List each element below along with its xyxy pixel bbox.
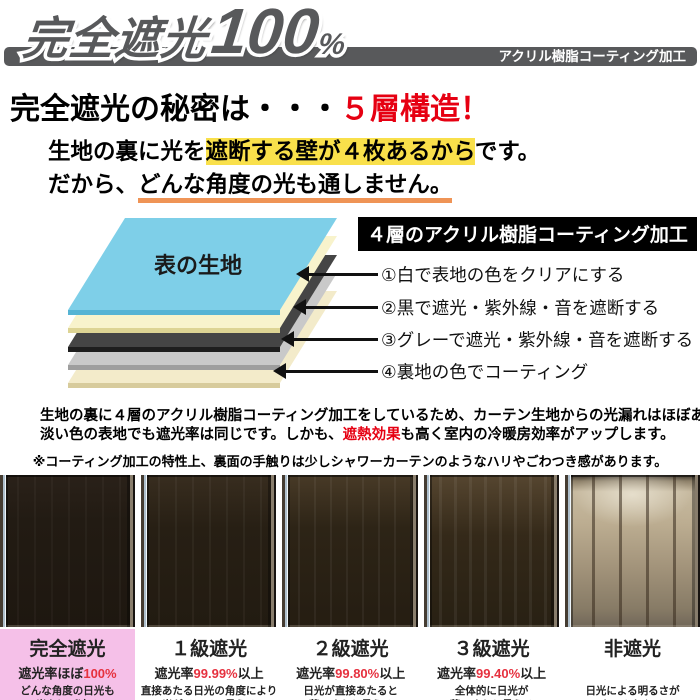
body-paragraph: 生地の裏に４層のアクリル樹脂コーティング加工をしているため、カーテン生地からの光…: [0, 401, 700, 445]
left-arrow-icon: [273, 363, 286, 380]
banner-title-main: 完全遮光 完全遮光: [17, 9, 213, 67]
connector-line: [309, 272, 378, 276]
coating-process-label: アクリル樹脂コーティング加工: [498, 49, 686, 64]
label-column-grade2: ２級遮光 遮光率99.80%以上 日光が直接あたると薄っすらと見える: [283, 629, 418, 700]
secret-heading-black: 完全遮光の秘密は・・・: [10, 93, 340, 126]
coating-item-3: ③グレーで遮光・紫外線・音を遮断する: [281, 328, 693, 350]
column-description: 全体的に日光が薄っすらと見える: [450, 685, 534, 700]
paragraph-line-2: 淡い色の表地でも遮光率は同じです。しかも、遮熱効果も高く室内の冷暖房効率がアップ…: [40, 427, 675, 444]
banner-title-percent: % %: [313, 24, 350, 64]
label-column-complete-blackout: 完全遮光 遮光率ほぼ100% どんな角度の日光も光をほぼ遮る: [0, 629, 135, 700]
column-description: 直接あたる日光の角度により光がチラチラ見える: [140, 685, 278, 700]
left-arrow-icon: [281, 331, 294, 348]
label-column-grade1: １級遮光 遮光率99.99%以上 直接あたる日光の角度により光がチラチラ見える: [141, 629, 277, 700]
label-column-grade3: ３級遮光 遮光率99.40%以上 全体的に日光が薄っすらと見える: [424, 629, 559, 700]
coating-item-4: ④裏地の色でコーティング: [273, 360, 588, 382]
label-column-non-blackout: 非遮光 日光による明るさがたっぷり入る: [565, 629, 700, 700]
column-title: ２級遮光: [312, 639, 389, 661]
note-text: ※コーティング加工の特性上、裏面の手触りは少しシャワーカーテンのようなハリやごわ…: [32, 454, 668, 470]
column-rate: [565, 663, 700, 679]
paragraph-line-1: 生地の裏に４層のアクリル樹脂コーティング加工をしているため、カーテン生地からの光…: [40, 408, 700, 425]
comparison-labels: 完全遮光 遮光率ほぼ100% どんな角度の日光も光をほぼ遮る １級遮光 遮光率9…: [0, 629, 700, 700]
column-rate: 遮光率99.40%以上: [437, 666, 547, 682]
banner-title: 完全遮光 完全遮光 100 100 % %: [17, 0, 350, 71]
intro-text: 生地の裏に光を遮断する壁が４枚あるからです。 だから、どんな角度の光も通しません…: [0, 128, 700, 203]
yellow-highlight: 遮断する壁が４枚あるから: [205, 138, 475, 165]
banner-bar: [4, 47, 697, 66]
curtain-photo-grade1: [141, 475, 277, 628]
layer-front-fabric: 表の生地: [68, 218, 337, 316]
intro-line-2: だから、どんな角度の光も通しません。: [48, 169, 700, 203]
secret-heading: 完全遮光の秘密は・・・５層構造！: [0, 70, 700, 128]
curtain-photo-grade3: [423, 475, 560, 628]
front-fabric-label: 表の生地: [154, 253, 242, 278]
column-title: ３級遮光: [453, 639, 530, 661]
column-rate: 遮光率ほぼ100%: [18, 666, 117, 682]
column-rate: 遮光率99.80%以上: [296, 666, 406, 682]
heat-shield-red-text: 遮熱効果: [342, 427, 401, 444]
column-description: 日光による明るさがたっぷり入る: [585, 685, 680, 700]
column-title: 非遮光: [604, 639, 662, 661]
layer-structure-diagram: 表の生地 ４層のアクリル樹脂コーティング加工 ①白で表地の色をクリアにする ②黒…: [0, 205, 700, 401]
left-arrow-icon: [296, 266, 309, 283]
connector-line: [294, 337, 378, 341]
curtain-photo-complete-blackout: [0, 475, 136, 628]
column-description: 日光が直接あたると薄っすらと見える: [303, 685, 398, 700]
column-description: どんな角度の日光も光をほぼ遮る: [20, 685, 115, 700]
orange-underlined-text: どんな角度の光も通しません。: [138, 171, 453, 203]
column-title: １級遮光: [171, 639, 248, 661]
fabric-layers-illustration: 表の生地: [68, 218, 337, 389]
connector-line: [306, 305, 378, 309]
banner-title-number: 100 100: [205, 0, 326, 71]
coating-box-title: ４層のアクリル樹脂コーティング加工: [358, 217, 697, 252]
intro-line-1: 生地の裏に光を遮断する壁が４枚あるからです。: [48, 138, 541, 165]
curtain-photo-grade2: [282, 475, 418, 628]
connector-line: [286, 369, 378, 373]
coating-item-1: ①白で表地の色をクリアにする: [296, 263, 624, 285]
column-title: 完全遮光: [29, 639, 106, 661]
left-arrow-icon: [293, 299, 306, 316]
curtain-photo-non-blackout: [564, 475, 700, 628]
column-rate: 遮光率99.99%以上: [154, 666, 264, 682]
secret-heading-red: ５層構造！: [340, 93, 490, 126]
comparison-photos: [0, 475, 700, 628]
coating-item-2: ②黒で遮光・紫外線・音を遮断する: [293, 296, 659, 318]
top-banner: 完全遮光 完全遮光 100 100 % % アクリル樹脂コーティング加工: [0, 0, 700, 71]
